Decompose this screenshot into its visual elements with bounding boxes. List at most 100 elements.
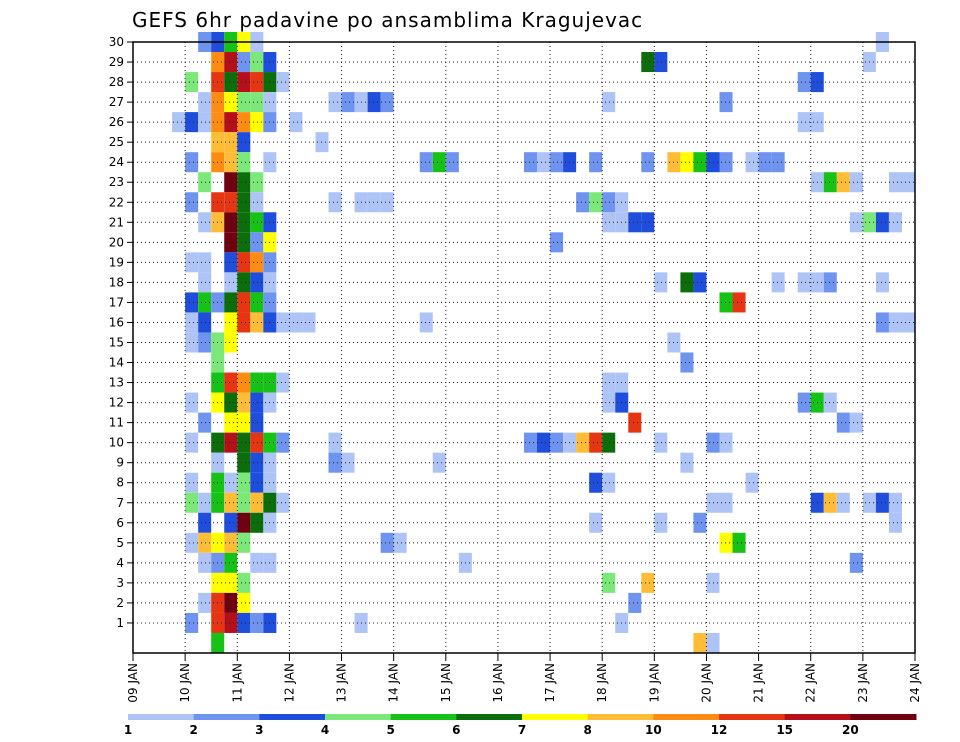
- heatmap-cell: [550, 432, 564, 453]
- heatmap-cell: [888, 312, 902, 333]
- heatmap-cell: [445, 152, 459, 173]
- heatmap-cell: [706, 432, 720, 453]
- heatmap-cell: [224, 372, 238, 393]
- heatmap-cell: [224, 412, 238, 433]
- heatmap-cell: [237, 612, 251, 633]
- heatmap-cell: [719, 532, 733, 553]
- heatmap-cell: [654, 432, 668, 453]
- heatmap-cell: [237, 132, 251, 153]
- heatmap-cell: [237, 92, 251, 113]
- heatmap-cell: [185, 312, 199, 333]
- heatmap-cell: [198, 252, 212, 273]
- heatmap-cell: [198, 512, 212, 533]
- heatmap-cell: [224, 252, 238, 273]
- heatmap-cell: [367, 92, 381, 113]
- heatmap-cell: [250, 232, 264, 253]
- heatmap-cell: [849, 412, 863, 433]
- y-tick-label: 26: [109, 115, 124, 129]
- heatmap-cell: [380, 92, 394, 113]
- heatmap-cell: [198, 272, 212, 293]
- heatmap-cell: [185, 192, 199, 213]
- heatmap-cell: [224, 212, 238, 233]
- heatmap-cell: [302, 312, 316, 333]
- heatmap-cell: [237, 272, 251, 293]
- heatmap-cell: [550, 232, 564, 253]
- y-tick-label: 28: [109, 75, 124, 89]
- colorbar-label: 7: [518, 723, 526, 737]
- heatmap-cell: [836, 172, 850, 193]
- colorbar-swatch: [193, 714, 260, 720]
- heatmap-cell: [380, 192, 394, 213]
- heatmap-cell: [823, 272, 837, 293]
- heatmap-cell: [276, 492, 290, 513]
- heatmap-cell: [289, 112, 303, 133]
- heatmap-cell: [250, 72, 264, 93]
- heatmap-cell: [237, 212, 251, 233]
- heatmap-cell: [198, 552, 212, 573]
- heatmap-cell: [198, 592, 212, 613]
- y-tick-label: 3: [116, 576, 124, 590]
- heatmap-cell: [393, 532, 407, 553]
- y-tick-label: 27: [109, 95, 124, 109]
- heatmap-cell: [198, 292, 212, 313]
- heatmap-cell: [172, 112, 186, 133]
- x-tick-label: 22 JAN: [804, 663, 818, 703]
- y-tick-label: 25: [109, 135, 124, 149]
- heatmap-cell: [237, 512, 251, 533]
- heatmap-cell: [198, 412, 212, 433]
- heatmap-cell: [888, 512, 902, 533]
- colorbar-label: 12: [711, 723, 728, 737]
- heatmap-cell: [224, 332, 238, 353]
- heatmap-cell: [719, 492, 733, 513]
- y-tick-label: 8: [116, 476, 124, 490]
- heatmap-cell: [875, 212, 889, 233]
- heatmap-cell: [888, 492, 902, 513]
- heatmap-cell: [224, 152, 238, 173]
- heatmap-cell: [432, 452, 446, 473]
- heatmap-cell: [576, 432, 590, 453]
- heatmap-cell: [524, 432, 538, 453]
- heatmap-cell: [797, 72, 811, 93]
- x-tick-label: 14 JAN: [387, 663, 401, 703]
- heatmap-cell: [602, 192, 616, 213]
- heatmap-cell: [771, 272, 785, 293]
- heatmap-cell: [276, 432, 290, 453]
- colorbar-label: 20: [842, 723, 859, 737]
- y-axis: 1234567891011121314151617181920212223242…: [109, 35, 133, 630]
- heatmap-cell: [719, 292, 733, 313]
- heatmap-cell: [185, 252, 199, 273]
- heatmap-cell: [732, 532, 746, 553]
- colorbar-swatch: [719, 714, 786, 720]
- heatmap-cell: [224, 232, 238, 253]
- heatmap-cell: [589, 432, 603, 453]
- heatmap-cell: [693, 632, 707, 653]
- heatmap-cell: [380, 532, 394, 553]
- heatmap-cell: [198, 332, 212, 353]
- heatmap-cell: [888, 172, 902, 193]
- colorbar-swatch: [587, 714, 654, 720]
- heatmap-cell: [250, 312, 264, 333]
- y-tick-label: 14: [109, 356, 124, 370]
- heatmap-cell: [550, 152, 564, 173]
- y-tick-label: 15: [109, 335, 124, 349]
- colorbar-label: 1: [124, 723, 132, 737]
- heatmap-cell: [224, 552, 238, 573]
- heatmap-cell: [211, 632, 225, 653]
- heatmap-cell: [641, 152, 655, 173]
- heatmap-cell: [237, 432, 251, 453]
- heatmap-cell: [654, 272, 668, 293]
- heatmap-cell: [771, 152, 785, 173]
- heatmap-cell: [602, 212, 616, 233]
- heatmap-cell: [849, 172, 863, 193]
- heatmap-cell: [198, 312, 212, 333]
- heatmap-cell: [537, 432, 551, 453]
- heatmap-cell: [198, 212, 212, 233]
- heatmap-cell: [901, 172, 915, 193]
- heatmap-cell: [198, 492, 212, 513]
- heatmap-cell: [628, 592, 642, 613]
- colorbar-label: 10: [645, 723, 662, 737]
- heatmap-cell: [224, 472, 238, 493]
- heatmap-cell: [641, 52, 655, 73]
- heatmap-cell: [185, 612, 199, 633]
